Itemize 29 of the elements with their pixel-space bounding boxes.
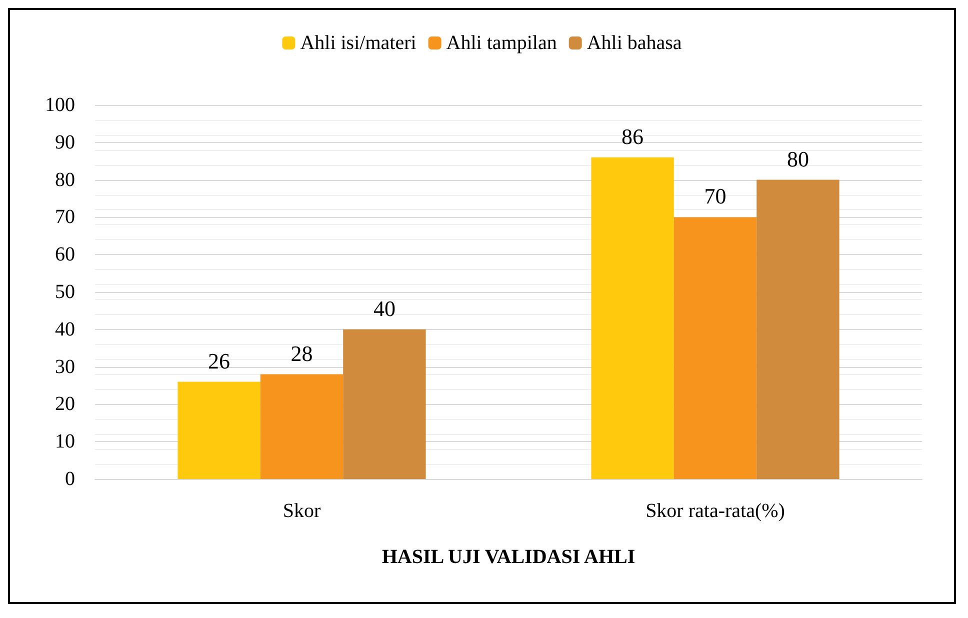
data-label: 40 [373, 296, 396, 321]
bar [260, 374, 344, 479]
y-tick-label: 90 [55, 131, 75, 154]
bar [178, 382, 260, 479]
y-tick-label: 100 [45, 94, 75, 116]
y-tick-label: 10 [55, 430, 75, 453]
data-label: 26 [208, 348, 230, 374]
bar [674, 217, 757, 479]
x-axis-title: HASIL UJI VALIDASI AHLI [382, 546, 636, 568]
y-tick-label: 40 [55, 318, 75, 340]
x-tick-label: Skor rata-rata(%) [646, 500, 785, 522]
y-tick-label: 30 [55, 356, 75, 378]
data-label: 86 [622, 124, 644, 149]
y-tick-label: 70 [55, 206, 75, 228]
bar [756, 180, 840, 479]
y-tick-label: 50 [55, 281, 75, 303]
y-tick-label: 80 [55, 168, 75, 191]
legend-label: Ahli isi/materi [300, 32, 417, 54]
legend-label: Ahli bahasa [586, 32, 682, 54]
x-tick-label: Skor [282, 500, 321, 522]
bar [343, 329, 426, 479]
data-label: 70 [704, 184, 726, 209]
y-tick-label: 0 [65, 468, 75, 490]
y-tick-label: 20 [55, 393, 75, 416]
legend-label: Ahli tampilan [446, 32, 557, 54]
data-label: 28 [290, 340, 313, 366]
data-label: 80 [786, 146, 809, 172]
y-tick-label: 60 [55, 244, 75, 266]
bar [591, 157, 674, 479]
